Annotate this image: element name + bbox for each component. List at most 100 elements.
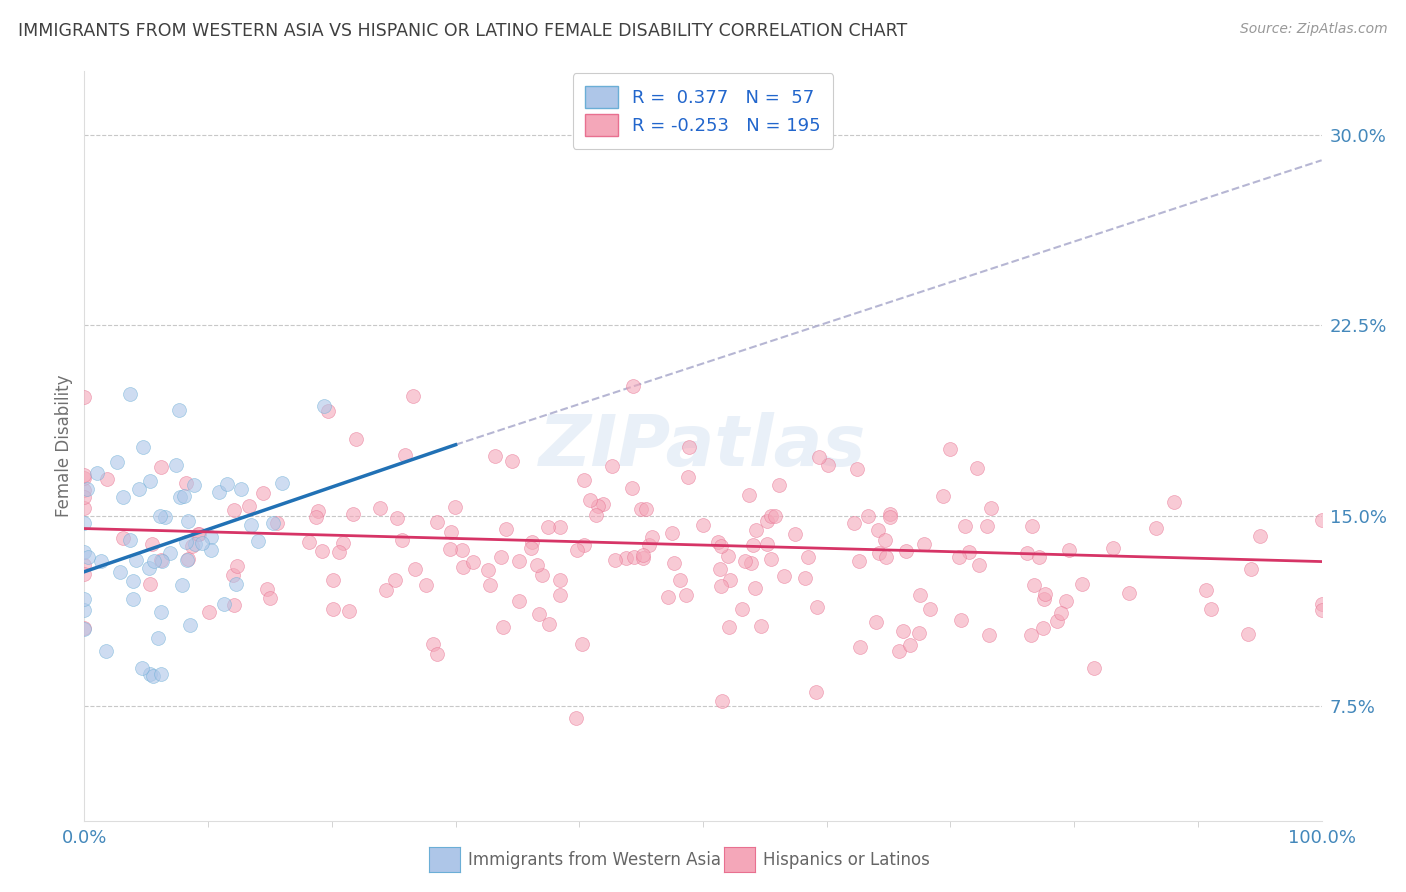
Point <box>717 549 740 563</box>
Point <box>669 573 692 587</box>
Point <box>662 556 685 570</box>
Point <box>177 514 200 528</box>
Point <box>538 616 561 631</box>
Point <box>73 545 96 559</box>
Point <box>908 588 931 602</box>
Point <box>1101 541 1123 555</box>
Point <box>94 643 117 657</box>
Point <box>939 442 962 456</box>
Point <box>631 550 654 565</box>
Point <box>907 626 929 640</box>
Point <box>806 599 828 614</box>
Point <box>165 458 187 472</box>
Point <box>1032 621 1054 635</box>
Point <box>73 483 96 497</box>
Point <box>73 566 96 581</box>
Point <box>131 661 153 675</box>
Point <box>495 522 517 536</box>
Point <box>1249 529 1271 543</box>
Point <box>641 530 664 544</box>
Point <box>440 524 463 539</box>
Point <box>187 526 209 541</box>
Point <box>738 488 761 502</box>
Point <box>256 582 278 596</box>
Point <box>875 549 897 564</box>
Point <box>621 379 644 393</box>
Point <box>332 535 354 549</box>
Point <box>588 500 610 514</box>
Text: Source: ZipAtlas.com: Source: ZipAtlas.com <box>1240 22 1388 37</box>
Point <box>572 473 595 487</box>
Point <box>328 545 350 559</box>
Text: Immigrants from Western Asia: Immigrants from Western Asia <box>468 851 721 869</box>
Point <box>630 502 652 516</box>
Point <box>856 508 879 523</box>
Point <box>322 602 344 616</box>
Point <box>142 554 165 568</box>
Point <box>492 620 515 634</box>
Point <box>187 527 209 541</box>
Point <box>73 500 96 515</box>
Point <box>122 574 145 589</box>
Point <box>298 535 321 549</box>
Point <box>678 441 700 455</box>
Point <box>214 597 236 611</box>
Point <box>191 536 214 550</box>
Point <box>342 507 364 521</box>
Point <box>444 500 467 514</box>
Point <box>718 573 741 587</box>
Point <box>592 497 614 511</box>
Point <box>565 711 588 725</box>
Point <box>73 516 96 530</box>
Point <box>768 478 790 492</box>
Point <box>174 475 197 490</box>
Point <box>709 562 731 576</box>
Point <box>980 500 1002 515</box>
Point <box>76 482 98 496</box>
Point <box>225 576 247 591</box>
Point <box>740 556 762 570</box>
Point <box>118 387 141 401</box>
Point <box>979 628 1001 642</box>
Point <box>893 624 915 638</box>
Point <box>920 602 942 616</box>
Point <box>73 390 96 404</box>
Point <box>337 604 360 618</box>
Point <box>967 558 990 573</box>
Point <box>548 574 571 588</box>
Point <box>605 553 627 567</box>
Point <box>848 554 870 568</box>
Point <box>676 470 699 484</box>
Point <box>1015 546 1038 560</box>
Point <box>1310 513 1333 527</box>
Point <box>846 461 869 475</box>
Point <box>600 459 623 474</box>
Text: ZIPatlas: ZIPatlas <box>540 411 866 481</box>
Point <box>173 489 195 503</box>
Point <box>966 461 988 475</box>
Point <box>585 508 607 522</box>
Point <box>1194 583 1216 598</box>
Point <box>744 523 766 537</box>
Point <box>817 458 839 473</box>
Point <box>657 590 679 604</box>
Point <box>128 482 150 496</box>
Point <box>384 573 406 587</box>
Point <box>731 602 754 616</box>
Point <box>530 568 553 582</box>
Point <box>73 592 96 607</box>
Point <box>1071 576 1094 591</box>
Point <box>866 523 889 537</box>
Point <box>222 598 245 612</box>
Point <box>105 455 128 469</box>
Point <box>548 589 571 603</box>
Point <box>184 537 207 551</box>
Point <box>86 466 108 480</box>
Point <box>1163 495 1185 509</box>
Point <box>73 622 96 636</box>
Point <box>1021 519 1043 533</box>
Point <box>451 542 474 557</box>
Point <box>614 551 637 566</box>
Point <box>898 638 921 652</box>
Point <box>804 685 827 699</box>
